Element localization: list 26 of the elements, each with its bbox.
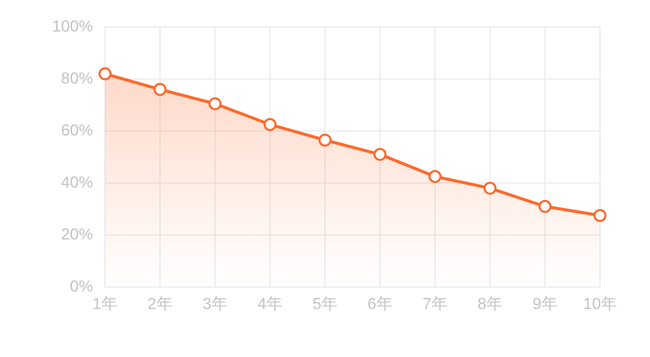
x-tick-label: 8年	[478, 296, 502, 313]
x-tick-label: 7年	[422, 296, 448, 313]
x-tick-label: 2年	[148, 296, 172, 313]
point	[98, 67, 112, 80]
point	[538, 200, 552, 213]
point	[428, 170, 442, 183]
y-tick-label: 60%	[60, 122, 93, 140]
x-tick-label: 5年	[312, 296, 338, 313]
y-tick-label: 80%	[60, 70, 93, 88]
x-tick-label: 6年	[368, 296, 392, 313]
y-tick-label: 100%	[52, 18, 93, 36]
y-tick-label: 0%	[70, 278, 93, 296]
x-tick-label: 10年	[583, 296, 617, 313]
point	[154, 82, 166, 96]
y-tick-label: 20%	[60, 226, 93, 244]
x-tick-label: 9年	[532, 296, 558, 313]
point	[318, 134, 332, 147]
point	[264, 118, 276, 131]
point	[594, 209, 606, 222]
x-tick-label: 3年	[202, 296, 228, 313]
point	[374, 148, 386, 161]
x-tick-label: 4年	[258, 296, 282, 313]
point	[484, 182, 496, 195]
y-tick-label: 40%	[60, 174, 93, 192]
point	[208, 97, 222, 110]
x-tick-label: 1年	[92, 296, 118, 313]
